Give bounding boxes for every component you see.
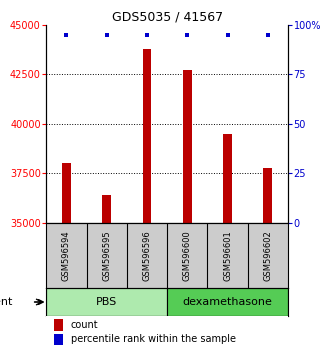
Bar: [54, 333, 63, 346]
Bar: [54, 319, 63, 331]
Bar: [167, 288, 288, 316]
Bar: [143, 48, 152, 223]
Text: GSM596601: GSM596601: [223, 230, 232, 281]
Text: dexamethasone: dexamethasone: [183, 297, 272, 307]
Text: GSM596596: GSM596596: [143, 230, 152, 281]
Bar: [102, 195, 111, 223]
Text: agent: agent: [0, 297, 13, 307]
Text: count: count: [71, 320, 98, 330]
Point: [265, 32, 270, 38]
Text: GSM596595: GSM596595: [102, 230, 111, 281]
Point: [185, 32, 190, 38]
Bar: [62, 162, 71, 223]
Point: [144, 32, 150, 38]
Text: PBS: PBS: [96, 297, 118, 307]
Title: GDS5035 / 41567: GDS5035 / 41567: [112, 11, 223, 24]
Bar: [223, 134, 232, 223]
Bar: [183, 70, 192, 223]
Text: percentile rank within the sample: percentile rank within the sample: [71, 334, 235, 344]
Text: GSM596594: GSM596594: [62, 230, 71, 281]
Point: [225, 32, 230, 38]
Point: [64, 32, 69, 38]
Bar: [46, 288, 167, 316]
Bar: [263, 167, 272, 223]
Text: GSM596600: GSM596600: [183, 230, 192, 281]
Text: GSM596602: GSM596602: [263, 230, 272, 281]
Point: [104, 32, 109, 38]
